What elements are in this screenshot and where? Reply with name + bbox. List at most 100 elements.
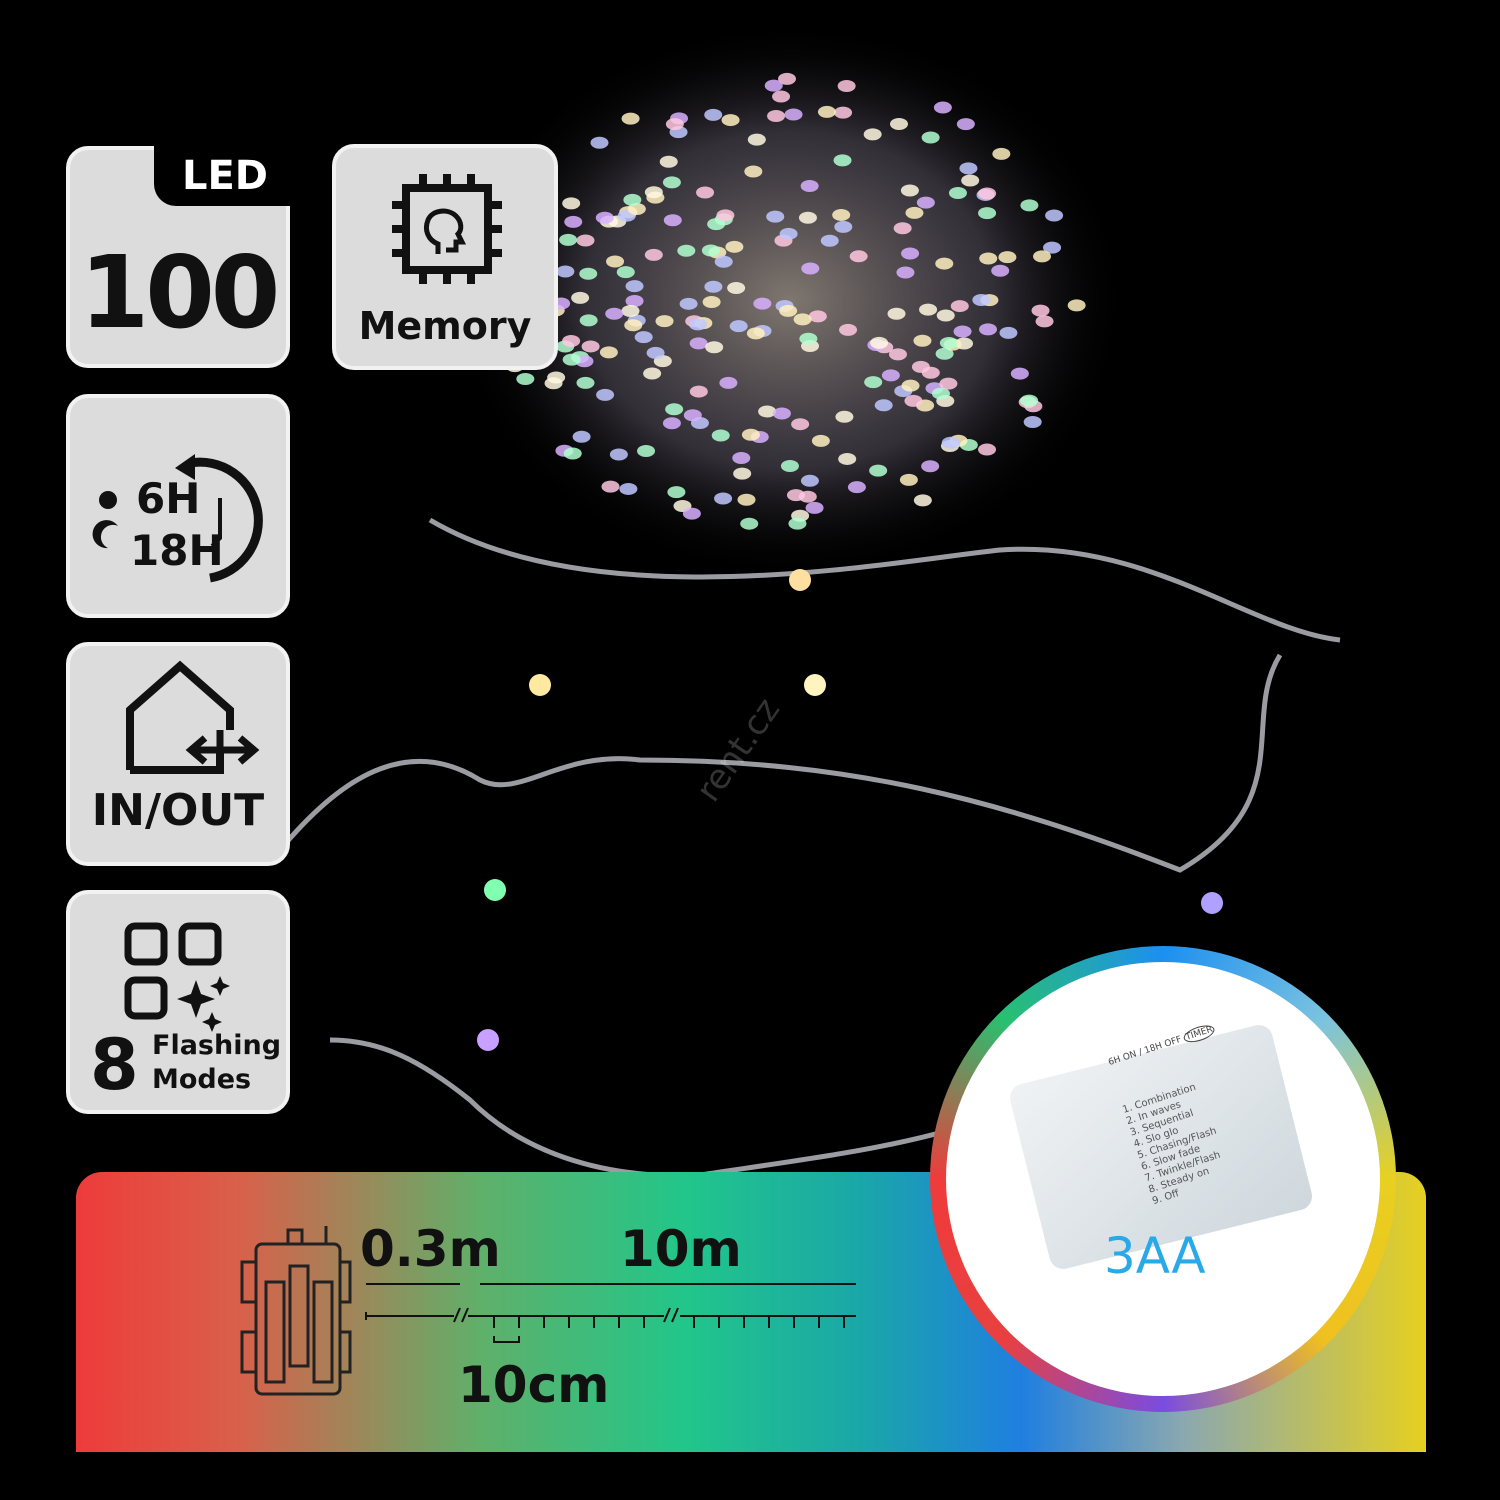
led-bulb xyxy=(679,297,698,310)
led-bulb xyxy=(904,394,923,407)
led-bulb xyxy=(978,187,997,200)
led-bulb xyxy=(662,417,681,430)
led-bulb xyxy=(1201,892,1223,914)
led-bulb xyxy=(901,379,920,392)
led-bulb xyxy=(888,348,907,361)
led-bulb xyxy=(662,176,681,189)
house-arrows-icon xyxy=(126,660,260,774)
led-bulb xyxy=(916,196,935,209)
grid-sparkle-icon xyxy=(124,922,230,1032)
led-bulb xyxy=(727,282,746,295)
led-bulb xyxy=(1020,394,1039,407)
led-bulb xyxy=(576,376,595,389)
timer-on: 6H xyxy=(136,474,201,523)
modes-count: 8 xyxy=(90,1024,139,1106)
led-bulb xyxy=(921,366,940,379)
led-bulb xyxy=(644,248,663,261)
led-bulb xyxy=(643,367,662,380)
led-bulb xyxy=(683,409,702,422)
led-bulb xyxy=(596,388,615,401)
string-length: 10m xyxy=(620,1220,742,1278)
led-bulb xyxy=(663,214,682,227)
led-bulb xyxy=(644,186,663,199)
led-bulb xyxy=(605,307,624,320)
led-bulb xyxy=(786,489,805,502)
led-bulb xyxy=(900,184,919,197)
led-bulb xyxy=(625,295,644,308)
led-bulb xyxy=(999,326,1018,339)
led-bulb xyxy=(665,403,684,416)
led-bulb xyxy=(747,133,766,146)
led-bulb xyxy=(901,247,920,260)
led-bulb xyxy=(799,332,818,345)
led-bulb xyxy=(725,240,744,253)
led-bulb xyxy=(714,255,733,268)
led-bulb xyxy=(621,112,640,125)
led-bulb xyxy=(616,266,635,279)
led-bulb xyxy=(881,369,900,382)
led-bulb xyxy=(579,314,598,327)
battery-box-icon xyxy=(240,1226,352,1396)
led-bulb xyxy=(556,265,575,278)
led-bulb xyxy=(729,320,748,333)
led-bulb xyxy=(789,569,811,591)
led-bulb xyxy=(905,206,924,219)
string-diagram xyxy=(365,1283,856,1343)
led-bulb xyxy=(864,376,883,389)
led-bulb xyxy=(579,267,598,280)
led-bulb xyxy=(948,186,967,199)
led-bulb xyxy=(682,507,701,520)
led-bulb xyxy=(847,481,866,494)
led-bulb xyxy=(716,209,735,222)
led-bulb xyxy=(562,197,581,210)
led-bulb xyxy=(714,492,733,505)
led-bulb xyxy=(978,323,997,336)
led-bulb xyxy=(621,304,640,317)
led-bulb xyxy=(933,101,952,114)
led-bulb xyxy=(599,346,618,359)
led-bulb xyxy=(564,215,583,228)
led-bulb xyxy=(798,211,817,224)
led-bulb xyxy=(921,460,940,473)
led-bulb xyxy=(979,252,998,265)
led-bulb xyxy=(655,315,674,328)
led-bulb xyxy=(936,309,955,322)
led-bulb xyxy=(992,147,1011,160)
led-bulb xyxy=(1010,367,1029,380)
timer-off: 18H xyxy=(130,526,224,575)
lead-length: 0.3m xyxy=(360,1220,501,1278)
led-bulb xyxy=(1043,241,1062,254)
led-bulb xyxy=(753,297,772,310)
led-bulb xyxy=(646,346,665,359)
led-bulb xyxy=(704,108,723,121)
led-bulb xyxy=(784,108,803,121)
led-bulb xyxy=(737,493,756,506)
led-bulb xyxy=(772,90,791,103)
led-bulb xyxy=(919,303,938,316)
led-bulb xyxy=(559,233,578,246)
led-bulb xyxy=(849,250,868,263)
led-bulb xyxy=(839,323,858,336)
led-bulb xyxy=(609,448,628,461)
led-bulb xyxy=(696,186,715,199)
led-bulb xyxy=(516,372,535,385)
led-bulb xyxy=(817,105,836,118)
led-bulb xyxy=(1045,209,1064,222)
modes-line2: Modes xyxy=(152,1064,252,1095)
led-bulb xyxy=(779,227,798,240)
led-bulb xyxy=(721,114,740,127)
led-bulb xyxy=(998,251,1017,264)
led-bulb xyxy=(935,347,954,360)
led-bulb xyxy=(893,222,912,235)
led-bulb xyxy=(667,486,686,499)
led-bulb xyxy=(899,473,918,486)
led-bulb xyxy=(766,210,785,223)
led-bulb xyxy=(590,136,609,149)
led-bulb xyxy=(800,474,819,487)
led-bulb xyxy=(788,517,807,530)
led-bulb xyxy=(529,674,551,696)
led-bulb xyxy=(625,280,644,293)
led-bulb xyxy=(484,879,506,901)
led-bulb xyxy=(863,128,882,141)
led-bulb xyxy=(791,418,810,431)
